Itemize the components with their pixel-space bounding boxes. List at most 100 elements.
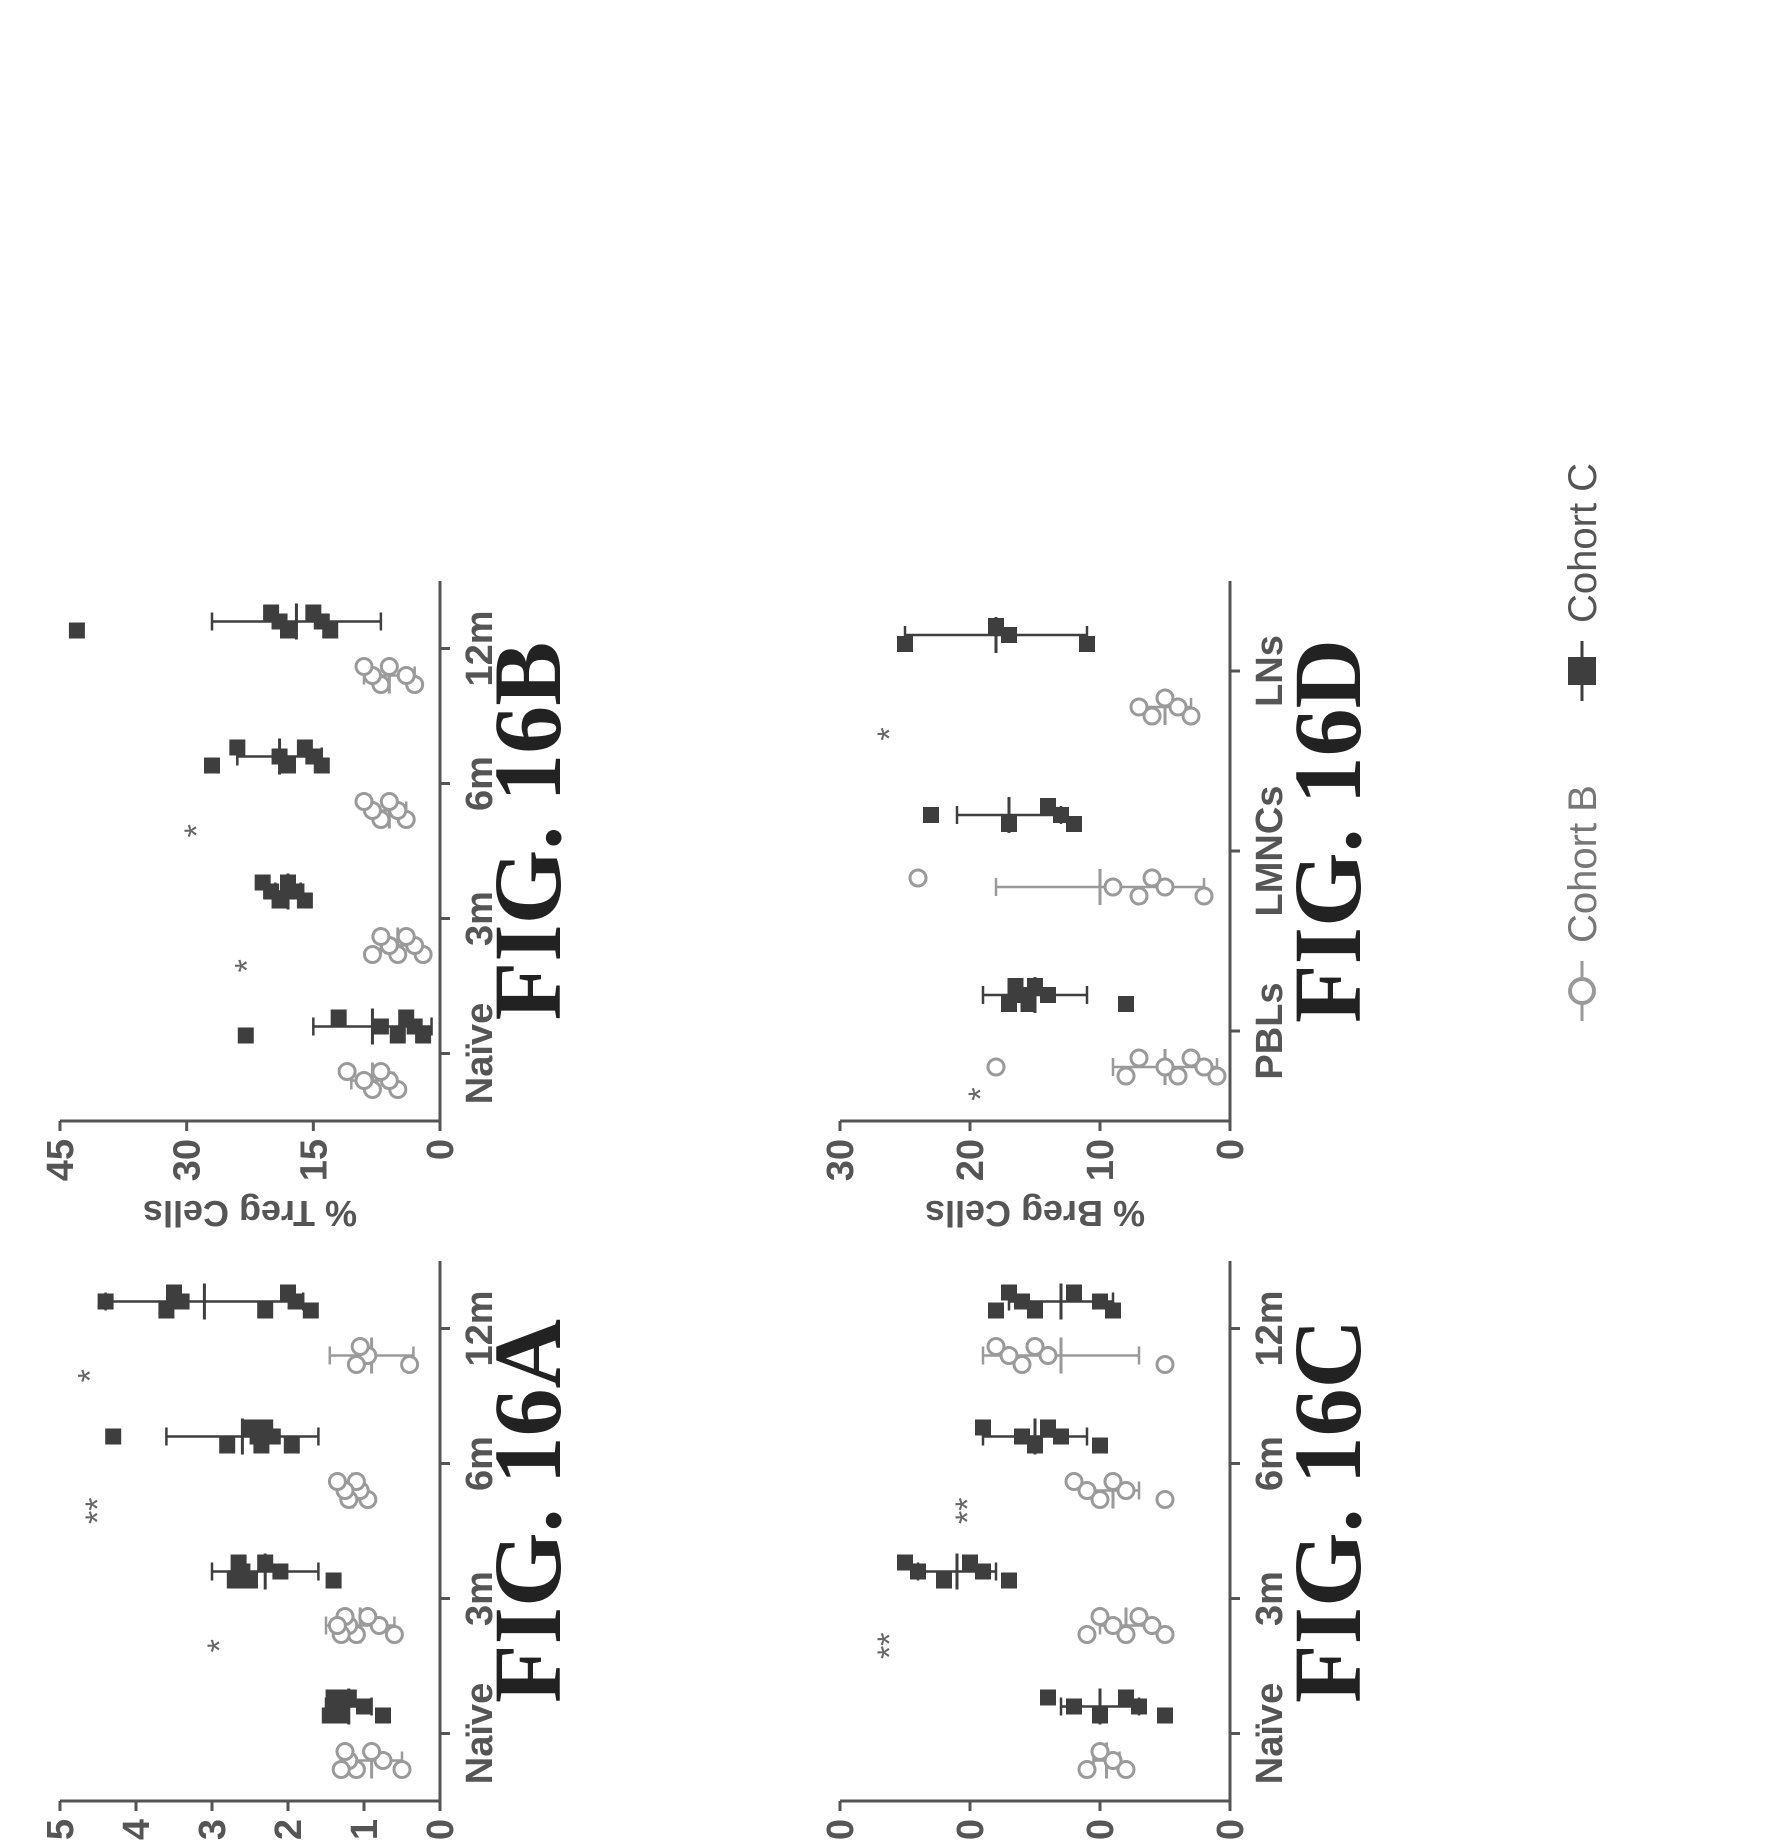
x-tick-label: LMNCs [1249,786,1291,917]
significance-stars: * [201,1639,239,1652]
figure-label: FIG. 16A [474,1319,581,1703]
significance-stars: ** [871,1633,909,1659]
legend-cohort-b: Cohort B [1561,785,1605,1021]
x-tick-label: 6m [459,756,501,811]
point-cohort-b [1116,1760,1136,1779]
point-cohort-c [1079,636,1095,652]
point-cohort-c [1040,1419,1056,1436]
point-cohort-b [1038,1346,1058,1365]
point-cohort-b [1155,877,1175,897]
point-cohort-b [1181,1048,1201,1068]
significance-stars: * [178,824,216,837]
point-cohort-b [1155,688,1175,708]
x-tick-label: 3m [459,1571,501,1626]
point-cohort-b [327,1472,347,1491]
point-cohort-b [371,1062,391,1081]
point-cohort-b [327,1616,347,1635]
point-cohort-b [1155,1355,1175,1374]
point-cohort-c [230,1554,247,1571]
point-cohort-b [1194,1057,1214,1077]
y-axis-title: % Breg Cells [925,1193,1145,1234]
point-cohort-c [280,1284,296,1301]
point-cohort-b [371,927,391,946]
point-cohort-b [1142,868,1162,888]
point-cohort-c [1001,627,1017,643]
y-tick-label: 1 [344,1819,386,1840]
point-cohort-c [1118,996,1134,1012]
significance-stars: ** [79,1498,117,1524]
point-cohort-b [392,1760,412,1779]
point-cohort-b [1181,706,1201,726]
point-cohort-b [1103,1616,1123,1635]
point-cohort-c [923,807,939,823]
point-cohort-b [379,792,399,811]
point-cohort-c [1007,978,1024,994]
point-cohort-b [986,1057,1006,1077]
point-cohort-b [1155,1057,1175,1077]
point-cohort-c [975,1419,991,1436]
figure-label: FIG. 16C [1274,1319,1381,1703]
significance-stars: * [962,1087,1000,1100]
y-tick-label: 20 [950,1139,992,1181]
point-cohort-c [389,1027,406,1044]
point-cohort-c [204,757,220,774]
point-cohort-b [1142,706,1162,726]
point-cohort-c [398,1009,415,1026]
y-tick-label: 10 [1080,1819,1122,1841]
y-tick-label: 2 [268,1819,310,1840]
point-cohort-b [1103,1472,1123,1491]
point-cohort-b [908,868,928,888]
point-cohort-b [337,1062,357,1081]
point-cohort-b [1090,1490,1110,1509]
point-cohort-b [1155,1490,1175,1509]
point-cohort-c [897,636,913,652]
point-cohort-b [1090,1607,1110,1626]
point-cohort-c [271,748,288,765]
point-cohort-c [936,1572,952,1589]
point-cohort-c [1027,1437,1043,1454]
point-cohort-b [1116,1481,1136,1500]
point-cohort-b [1194,886,1214,906]
point-cohort-c [302,1302,319,1319]
x-tick-label: LNs [1249,635,1291,707]
legend-cohort-c-label: Cohort C [1561,463,1605,623]
point-cohort-c [1157,1707,1173,1724]
point-cohort-c [1092,1707,1108,1724]
point-cohort-b [358,1607,378,1626]
point-cohort-c [1040,1689,1056,1706]
figure-label: FIG. 16B [474,642,581,1021]
point-cohort-c [1066,1698,1082,1715]
panel-16d: 0 10 20 30 % Breg Cells PBLs * LMNCs LNs * FIG. 16… [820,581,1381,1234]
point-cohort-c [988,1302,1004,1319]
significance-stars: * [871,727,909,740]
x-tick-label: 12m [1249,1290,1291,1366]
point-cohort-c [257,1554,274,1571]
point-cohort-b [346,1355,366,1374]
point-cohort-b [396,666,416,685]
point-cohort-c [272,1563,289,1580]
x-tick-label: Naïve [459,1683,501,1784]
point-cohort-b [1168,1066,1188,1086]
x-tick-label: 12m [459,1290,501,1366]
x-tick-label: PBLs [1249,982,1291,1079]
y-tick-label: 30 [167,1139,209,1181]
point-cohort-c [296,739,313,756]
point-cohort-c [1053,807,1069,823]
point-cohort-b [1077,1625,1097,1644]
point-cohort-b [1064,1472,1084,1491]
point-cohort-b [1116,1066,1136,1086]
point-cohort-c [254,874,271,891]
point-cohort-b [1155,1625,1175,1644]
point-cohort-c [1053,1428,1069,1445]
point-cohort-c [226,1572,243,1589]
y-tick-label: 4 [116,1819,158,1840]
point-cohort-c [375,1707,391,1724]
x-tick-label: Naïve [459,1003,501,1104]
point-cohort-c [1131,1698,1147,1715]
point-cohort-c [242,1419,258,1436]
point-cohort-c [1040,798,1056,814]
